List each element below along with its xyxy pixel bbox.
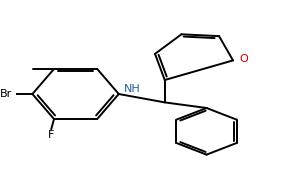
Text: NH: NH (124, 83, 140, 94)
Text: F: F (48, 130, 54, 140)
Text: O: O (239, 55, 248, 64)
Text: Br: Br (0, 89, 12, 99)
